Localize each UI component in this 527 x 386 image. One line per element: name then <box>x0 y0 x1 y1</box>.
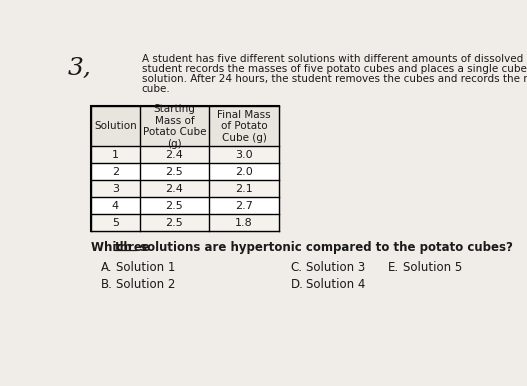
Text: Solution 2: Solution 2 <box>116 278 175 291</box>
Text: 2.5: 2.5 <box>165 167 183 177</box>
Bar <box>92 197 279 214</box>
Text: 2.4: 2.4 <box>165 184 183 194</box>
Text: A.: A. <box>101 261 112 274</box>
Text: D.: D. <box>290 278 304 291</box>
Text: Final Mass
of Potato
Cube (g): Final Mass of Potato Cube (g) <box>217 110 271 143</box>
Bar <box>92 214 279 231</box>
Text: 4: 4 <box>112 201 119 211</box>
Text: Solution 1: Solution 1 <box>116 261 175 274</box>
Bar <box>92 107 279 146</box>
Text: A student has five different solutions with different amounts of dissolved salt.: A student has five different solutions w… <box>142 54 527 64</box>
Bar <box>92 163 279 180</box>
Text: solution. After 24 hours, the student removes the cubes and records the mass of : solution. After 24 hours, the student re… <box>142 74 527 84</box>
Text: 3: 3 <box>112 184 119 194</box>
Text: 1: 1 <box>112 150 119 160</box>
Text: 2.7: 2.7 <box>235 201 253 211</box>
Text: Solution 3: Solution 3 <box>306 261 365 274</box>
Text: Solution 5: Solution 5 <box>403 261 462 274</box>
Text: 3.0: 3.0 <box>236 150 253 160</box>
Text: three: three <box>115 241 151 254</box>
Text: 2.0: 2.0 <box>235 167 253 177</box>
Text: 2.1: 2.1 <box>235 184 253 194</box>
Text: student records the masses of five potato cubes and places a single cube into ea: student records the masses of five potat… <box>142 64 527 74</box>
Text: Solution 4: Solution 4 <box>306 278 366 291</box>
Text: C.: C. <box>290 261 302 274</box>
Bar <box>92 107 279 231</box>
Text: 1.8: 1.8 <box>235 218 253 228</box>
Text: Solution: Solution <box>94 122 137 131</box>
Text: solutions are hypertonic compared to the potato cubes?: solutions are hypertonic compared to the… <box>136 241 513 254</box>
Bar <box>92 180 279 197</box>
Text: E.: E. <box>387 261 398 274</box>
Text: 2.5: 2.5 <box>165 218 183 228</box>
Text: Starting
Mass of
Potato Cube
(g): Starting Mass of Potato Cube (g) <box>143 104 206 149</box>
Text: 2.4: 2.4 <box>165 150 183 160</box>
Text: 5: 5 <box>112 218 119 228</box>
Text: Which: Which <box>92 241 136 254</box>
Bar <box>92 146 279 163</box>
Text: B.: B. <box>101 278 113 291</box>
Text: 3,: 3, <box>68 57 92 80</box>
Text: 2: 2 <box>112 167 119 177</box>
Text: 2.5: 2.5 <box>165 201 183 211</box>
Text: cube.: cube. <box>142 84 171 94</box>
